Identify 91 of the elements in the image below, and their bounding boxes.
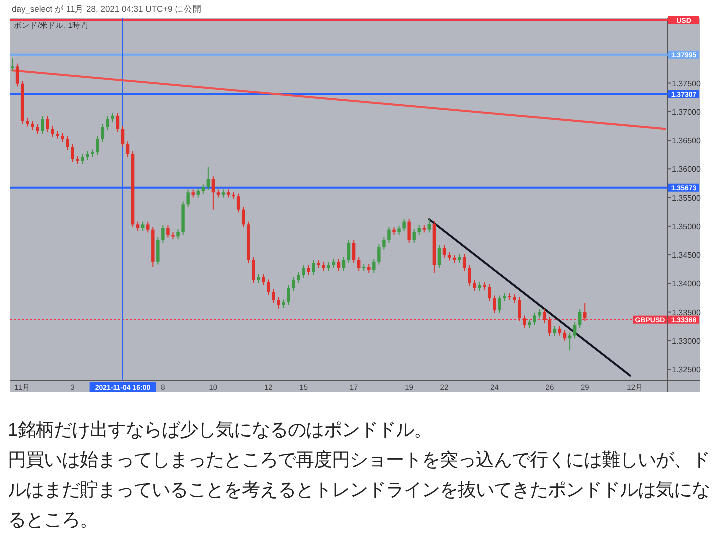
candlestick bbox=[438, 244, 442, 269]
candlestick bbox=[297, 272, 300, 284]
candlestick bbox=[136, 221, 140, 232]
candlestick bbox=[408, 218, 411, 244]
candlestick bbox=[563, 330, 567, 342]
text: 1銘柄だけ出すならば少し気になるのはポンドドル。 bbox=[8, 418, 434, 442]
text: 円買いは始まってしまったところで再度円ショートを突っ込んで行くには難しいが、ドルはまだ貯まっていることを考えるとトレンドラインを抜いてきたポンドドルは気になるところ。 bbox=[8, 448, 710, 532]
candlestick bbox=[101, 124, 105, 143]
candlestick bbox=[357, 256, 361, 272]
candlestick bbox=[262, 274, 266, 286]
candlestick bbox=[388, 226, 391, 244]
y-tick-label: 1.34500 bbox=[672, 251, 702, 260]
y-tick-label: 1.35000 bbox=[672, 222, 702, 232]
candlestick bbox=[202, 184, 205, 195]
candlestick bbox=[428, 219, 432, 234]
candlestick bbox=[272, 288, 276, 304]
candlestick bbox=[493, 295, 496, 314]
candlestick bbox=[533, 312, 536, 326]
candlestick bbox=[116, 112, 120, 132]
candlestick bbox=[10, 58, 14, 72]
candlestick bbox=[162, 224, 165, 244]
candlestick bbox=[96, 136, 100, 156]
candlestick bbox=[332, 258, 336, 269]
candlestick bbox=[307, 264, 310, 276]
candlestick bbox=[462, 254, 466, 272]
candlestick bbox=[51, 126, 54, 138]
candlestick bbox=[382, 236, 386, 250]
candlestick bbox=[81, 154, 84, 164]
candlestick bbox=[402, 218, 406, 232]
candlestick bbox=[31, 120, 34, 131]
y-tick-label: 1.37500 bbox=[672, 79, 702, 88]
candlestick bbox=[342, 256, 346, 272]
candlestick bbox=[142, 221, 145, 232]
candlestick bbox=[156, 236, 160, 266]
candlestick bbox=[46, 116, 50, 132]
candlestick bbox=[543, 308, 547, 324]
candlestick bbox=[121, 126, 125, 148]
candlestick bbox=[287, 284, 290, 306]
candlestick bbox=[36, 124, 40, 135]
candlestick bbox=[412, 228, 416, 244]
candlestick bbox=[106, 116, 110, 131]
y-tick-label: 1.37000 bbox=[672, 108, 702, 117]
candlestick bbox=[196, 188, 200, 198]
candlestick bbox=[468, 264, 472, 286]
candlestick bbox=[41, 116, 44, 135]
candlestick bbox=[553, 326, 557, 337]
y-tick-label: 1.36000 bbox=[672, 165, 702, 174]
candlestick bbox=[16, 63, 20, 88]
candlestick bbox=[252, 256, 256, 284]
candlestick bbox=[368, 264, 371, 274]
candlestick bbox=[488, 284, 492, 302]
candlestick bbox=[61, 132, 64, 143]
candlestick bbox=[523, 315, 526, 329]
candlestick bbox=[498, 295, 502, 314]
candlestick bbox=[302, 264, 306, 278]
y-tick-label: 1.35500 bbox=[672, 194, 702, 203]
candlestick bbox=[166, 224, 170, 238]
candlestick bbox=[312, 260, 316, 276]
y-tick-label: 1.32500 bbox=[672, 366, 702, 375]
candlestick bbox=[578, 308, 582, 329]
candlestick bbox=[236, 193, 240, 214]
candlestick bbox=[398, 225, 401, 236]
candlestick bbox=[267, 279, 270, 296]
candlestick bbox=[126, 141, 130, 158]
candlestick bbox=[573, 322, 577, 340]
candlestick bbox=[242, 206, 246, 228]
candlestick bbox=[558, 326, 562, 336]
candlestick bbox=[212, 176, 216, 210]
candlestick bbox=[66, 136, 70, 151]
candlestick bbox=[378, 244, 381, 266]
candlestick bbox=[186, 189, 190, 208]
candlestick bbox=[146, 221, 150, 234]
candlestick bbox=[442, 244, 446, 258]
candlestick bbox=[418, 224, 421, 236]
candlestick bbox=[292, 276, 296, 292]
y-tick-label: 1.34000 bbox=[672, 280, 702, 289]
y-tick-label: 1.36500 bbox=[672, 136, 702, 146]
candlestick bbox=[548, 316, 552, 337]
candlestick bbox=[352, 240, 356, 264]
candlestick bbox=[473, 280, 476, 292]
candlestick bbox=[372, 258, 376, 274]
y-tick-label: 1.33000 bbox=[672, 336, 702, 346]
candlestick bbox=[518, 296, 522, 322]
candlestick bbox=[347, 240, 351, 264]
candlestick bbox=[277, 296, 280, 310]
candlestick bbox=[206, 166, 210, 191]
candlestick bbox=[111, 112, 115, 123]
chart-title: day_select が 11月 28, 2021 04:31 UTC+9 に公開 bbox=[12, 4, 202, 14]
candlestick bbox=[176, 228, 180, 240]
candlestick bbox=[71, 144, 74, 163]
y-tick-label: 1.33500 bbox=[672, 308, 702, 318]
